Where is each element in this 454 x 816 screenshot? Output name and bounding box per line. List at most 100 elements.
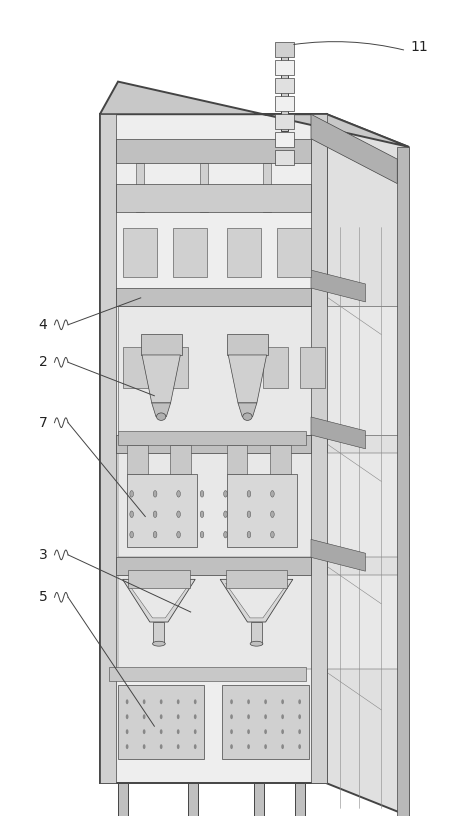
Bar <box>226 570 287 588</box>
Bar <box>251 622 262 644</box>
Circle shape <box>153 490 157 497</box>
Bar <box>118 431 306 446</box>
Ellipse shape <box>153 641 165 646</box>
Bar <box>116 435 311 453</box>
Ellipse shape <box>157 413 166 420</box>
Bar <box>263 163 271 212</box>
Circle shape <box>230 714 233 719</box>
Bar <box>270 446 291 474</box>
Bar <box>263 347 288 388</box>
Circle shape <box>177 730 180 734</box>
Polygon shape <box>311 114 397 184</box>
Circle shape <box>126 699 128 704</box>
Bar <box>281 53 288 131</box>
Polygon shape <box>152 403 171 417</box>
Bar <box>173 228 207 277</box>
Circle shape <box>143 744 145 749</box>
Bar <box>118 306 409 435</box>
Bar <box>200 163 208 212</box>
Polygon shape <box>397 147 409 816</box>
Bar <box>170 446 191 474</box>
Polygon shape <box>128 583 190 618</box>
Bar <box>275 131 295 147</box>
Polygon shape <box>123 579 195 622</box>
Bar <box>116 139 311 163</box>
Bar <box>123 347 148 388</box>
Circle shape <box>177 714 180 719</box>
Bar <box>300 347 325 388</box>
Bar <box>311 114 327 783</box>
Bar <box>277 228 311 277</box>
Circle shape <box>194 730 197 734</box>
Bar <box>118 685 204 759</box>
Circle shape <box>153 531 157 538</box>
Bar <box>275 60 295 75</box>
Circle shape <box>281 699 284 704</box>
Bar <box>127 446 148 474</box>
Bar <box>100 114 327 783</box>
Circle shape <box>271 490 274 497</box>
Bar <box>153 622 164 644</box>
Polygon shape <box>311 417 365 449</box>
Bar <box>128 570 190 588</box>
Circle shape <box>177 511 180 517</box>
Circle shape <box>194 744 197 749</box>
Circle shape <box>177 744 180 749</box>
Ellipse shape <box>243 413 252 420</box>
Bar <box>222 685 309 759</box>
Text: 2: 2 <box>39 355 48 370</box>
Circle shape <box>160 744 163 749</box>
Circle shape <box>264 744 267 749</box>
Circle shape <box>177 699 180 704</box>
Bar <box>116 184 311 212</box>
Text: 7: 7 <box>39 415 48 430</box>
Bar <box>295 783 305 816</box>
Circle shape <box>271 511 274 517</box>
Circle shape <box>264 714 267 719</box>
Circle shape <box>224 531 227 538</box>
Polygon shape <box>311 270 365 302</box>
Circle shape <box>130 511 133 517</box>
Bar <box>100 114 116 783</box>
Circle shape <box>298 714 301 719</box>
Circle shape <box>271 531 274 538</box>
Circle shape <box>130 531 133 538</box>
Polygon shape <box>238 403 257 417</box>
Bar <box>188 783 198 816</box>
Circle shape <box>247 714 250 719</box>
Circle shape <box>200 531 204 538</box>
Bar <box>136 163 144 212</box>
Bar <box>227 228 261 277</box>
Text: 11: 11 <box>411 40 429 55</box>
Circle shape <box>224 490 227 497</box>
Circle shape <box>177 531 180 538</box>
Circle shape <box>298 744 301 749</box>
Bar <box>116 288 311 306</box>
Circle shape <box>130 490 133 497</box>
Bar <box>109 667 306 681</box>
Circle shape <box>160 730 163 734</box>
Circle shape <box>298 730 301 734</box>
Circle shape <box>281 744 284 749</box>
Text: 5: 5 <box>39 590 48 605</box>
Circle shape <box>143 730 145 734</box>
Bar <box>123 228 157 277</box>
Circle shape <box>200 511 204 517</box>
Circle shape <box>126 744 128 749</box>
Bar <box>275 113 295 129</box>
Circle shape <box>264 699 267 704</box>
Bar <box>275 95 295 111</box>
Text: 3: 3 <box>39 548 48 562</box>
Bar <box>163 347 188 388</box>
Polygon shape <box>228 355 266 403</box>
Circle shape <box>298 699 301 704</box>
Bar <box>275 42 295 57</box>
Polygon shape <box>100 82 409 147</box>
Polygon shape <box>311 539 365 571</box>
Bar <box>118 453 409 557</box>
Bar <box>275 149 295 165</box>
Circle shape <box>153 511 157 517</box>
Circle shape <box>247 699 250 704</box>
Circle shape <box>143 699 145 704</box>
Circle shape <box>247 511 251 517</box>
